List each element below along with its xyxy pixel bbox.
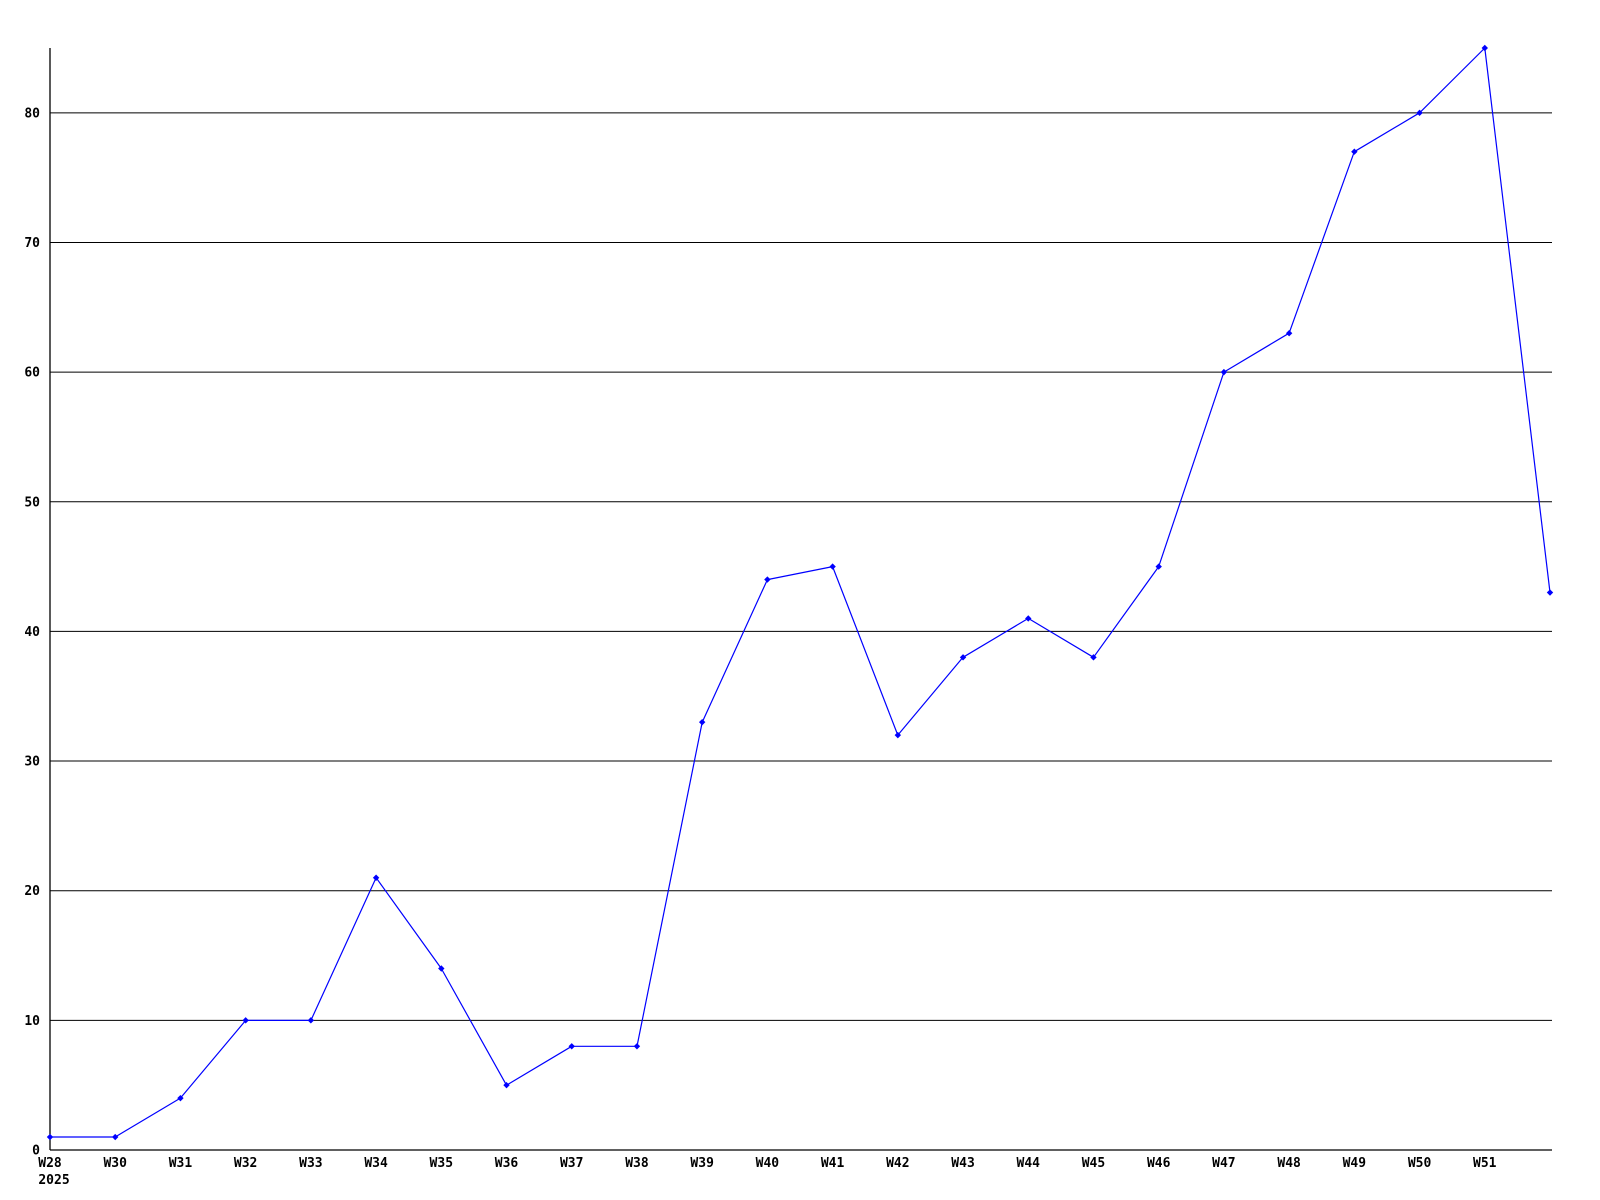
y-tick-label: 40 — [24, 625, 40, 640]
data-point-marker — [894, 731, 902, 739]
y-tick-label: 20 — [24, 884, 40, 899]
data-point-marker — [764, 576, 771, 583]
data-point-marker — [503, 1081, 510, 1089]
x-tick-label: W48 — [1277, 1156, 1301, 1171]
series-line — [49, 47, 1551, 1138]
x-tick-label: W51 — [1473, 1156, 1497, 1171]
y-tick-label: 80 — [24, 106, 40, 121]
data-point-marker — [1220, 368, 1228, 376]
x-tick-label: W47 — [1212, 1156, 1235, 1171]
x-tick-label: W50 — [1408, 1156, 1432, 1171]
data-point-marker — [307, 1017, 315, 1024]
x-tick-label: W30 — [103, 1156, 127, 1171]
x-tick-label: W45 — [1082, 1156, 1105, 1171]
data-point-marker — [177, 1094, 184, 1102]
x-tick-label: W36 — [495, 1156, 519, 1171]
data-point-marker — [633, 1043, 641, 1050]
x-tick-label: W40 — [756, 1156, 780, 1171]
data-point-marker — [112, 1133, 119, 1141]
data-point-marker — [1090, 654, 1097, 661]
data-point-marker — [1351, 148, 1358, 155]
x-tick-label: W35 — [430, 1156, 453, 1171]
x-tick-label: W43 — [951, 1156, 974, 1171]
data-point-marker — [568, 1043, 575, 1050]
y-tick-label: 30 — [24, 755, 40, 770]
y-tick-label: 0 — [32, 1144, 40, 1159]
x-tick-label: W49 — [1343, 1156, 1366, 1171]
y-tick-label: 50 — [24, 495, 40, 510]
data-point-marker — [46, 1133, 54, 1141]
data-point-marker — [1155, 563, 1162, 570]
data-point-marker — [1416, 109, 1423, 117]
x-tick-label: W31 — [169, 1156, 193, 1171]
data-point-marker — [959, 654, 967, 661]
x-tick-label: W28 — [38, 1156, 62, 1171]
x-tick-label: W33 — [299, 1156, 322, 1171]
x-axis-year-label: 2025 — [38, 1173, 69, 1188]
x-tick-label: W37 — [560, 1156, 583, 1171]
x-tick-label: W46 — [1147, 1156, 1171, 1171]
data-point-marker — [438, 965, 445, 972]
y-tick-label: 60 — [24, 366, 40, 381]
x-tick-label: W41 — [821, 1156, 845, 1171]
data-point-marker — [1481, 44, 1488, 52]
data-point-marker — [1546, 589, 1554, 596]
x-tick-label: W32 — [234, 1156, 257, 1171]
data-point-marker — [242, 1017, 249, 1024]
x-tick-label: W38 — [625, 1156, 649, 1171]
data-point-marker — [1025, 615, 1032, 622]
data-point-marker — [698, 718, 706, 726]
data-point-marker — [1285, 330, 1293, 337]
y-tick-label: 10 — [24, 1014, 40, 1029]
data-point-marker — [829, 563, 836, 570]
x-tick-label: W34 — [364, 1156, 388, 1171]
x-tick-label: W44 — [1017, 1156, 1041, 1171]
x-tick-label: W42 — [886, 1156, 909, 1171]
data-point-marker — [372, 874, 380, 881]
y-tick-label: 70 — [24, 236, 40, 251]
x-tick-label: W39 — [690, 1156, 713, 1171]
